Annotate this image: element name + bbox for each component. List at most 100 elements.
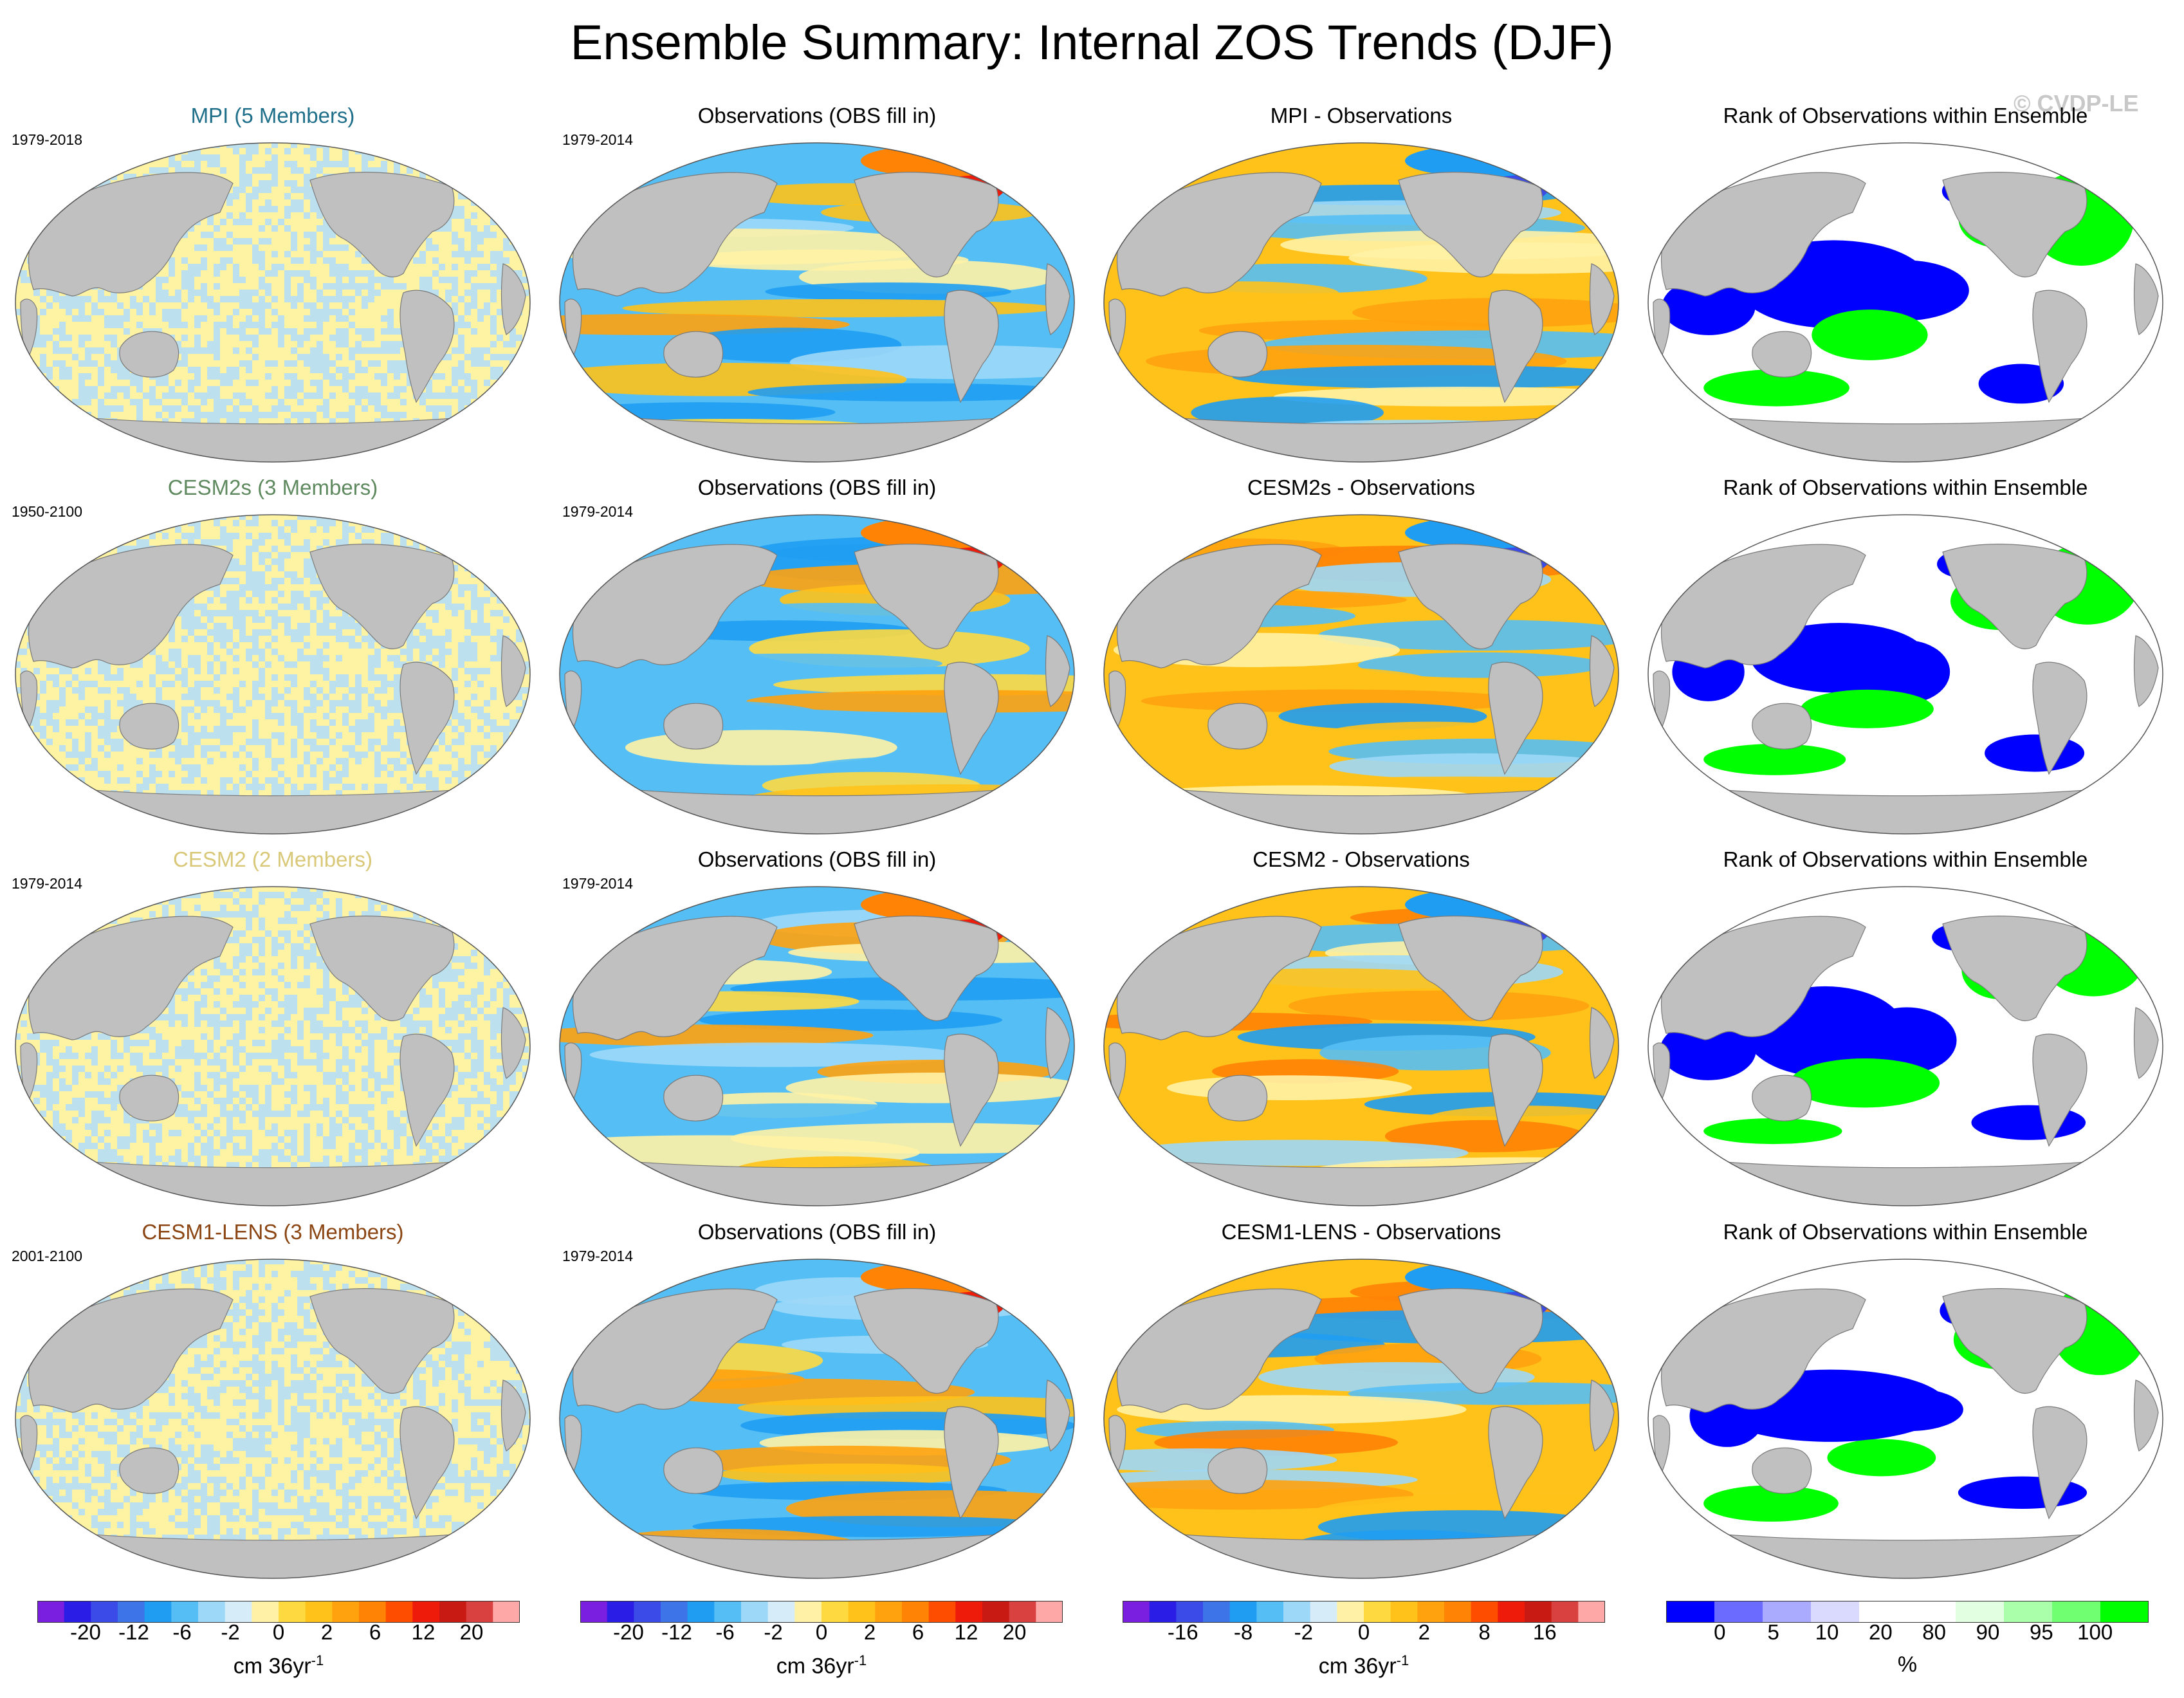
colorbar-swatch: [1444, 1601, 1472, 1623]
colorbar-swatch: [1337, 1601, 1364, 1623]
colorbar-swatch: [821, 1601, 849, 1623]
rank-panel: Rank of Observations within Ensemble: [1633, 847, 2178, 1220]
observations-panel-title: Observations (OBS fill in): [697, 847, 937, 871]
colorbar-swatch: [1123, 1601, 1150, 1623]
model-panel: CESM1-LENS (3 Members) 2001-2100: [0, 1219, 546, 1592]
difference-panel-title: CESM1-LENS - Observations: [1221, 1220, 1501, 1244]
colorbar-swatch: [171, 1601, 199, 1623]
colorbar-swatch: [1229, 1601, 1257, 1623]
model-panel: CESM2 (2 Members) 1979-2014: [0, 847, 546, 1220]
colorbar-swatch: [634, 1601, 661, 1623]
colorbar-tick-label: 2: [863, 1620, 876, 1644]
colorbar-swatch: [305, 1601, 333, 1623]
rank-panel-title: Rank of Observations within Ensemble: [1723, 1220, 2088, 1244]
colorbar-swatch: [1203, 1601, 1231, 1623]
colorbar-tick-label: -20: [70, 1620, 101, 1644]
model-panel-title: CESM1-LENS (3 Members): [142, 1220, 404, 1244]
colorbar-tick-label: -12: [661, 1620, 692, 1644]
difference-panel: CESM2 - Observations: [1088, 847, 1634, 1220]
colorbar-swatch: [64, 1601, 91, 1623]
difference-map: [1103, 142, 1619, 463]
colorbar-swatch: [493, 1601, 520, 1623]
colorbar-tick-label: 12: [954, 1620, 978, 1644]
colorbar-tick-label: 2: [1418, 1620, 1430, 1644]
rank-panel-title: Rank of Observations within Ensemble: [1723, 104, 2088, 127]
colorbar-tick-label: 20: [1868, 1620, 1893, 1644]
colorbar-swatch: [955, 1601, 983, 1623]
observations-map: [559, 514, 1075, 835]
observations-panel: Observations (OBS fill in) 1979-2014: [544, 475, 1090, 848]
colorbar-swatch: [661, 1601, 688, 1623]
colorbar-swatch: [875, 1601, 903, 1623]
colorbar-swatch: [687, 1601, 715, 1623]
colorbar-tick-label: -2: [221, 1620, 240, 1644]
colorbar-tick-label: 2: [320, 1620, 333, 1644]
colorbar-swatch: [1417, 1601, 1445, 1623]
colorbar-swatch: [1471, 1601, 1498, 1623]
difference-map: [1103, 514, 1619, 835]
colorbar-tick-label: 0: [272, 1620, 285, 1644]
colorbar-tick-label: 0: [1714, 1620, 1726, 1644]
colorbar-swatches: [580, 1601, 1063, 1623]
colorbar-swatch: [198, 1601, 226, 1623]
colorbar-tick-label: 80: [1922, 1620, 1947, 1644]
colorbar-tick-label: 20: [459, 1620, 484, 1644]
colorbar-units-label: cm 36yr-1: [1123, 1652, 1605, 1679]
difference-panel: MPI - Observations: [1088, 103, 1634, 476]
observations-panel: Observations (OBS fill in) 1979-2014: [544, 847, 1090, 1220]
colorbar-swatch: [1498, 1601, 1525, 1623]
colorbar-tick-label: -6: [715, 1620, 735, 1644]
colorbar-swatch: [37, 1601, 65, 1623]
difference-map: [1103, 886, 1619, 1206]
colorbar-swatch: [1956, 1601, 2005, 1623]
model-map: [15, 886, 531, 1206]
colorbar-units-label: cm 36yr-1: [37, 1652, 520, 1679]
colorbar-units-text: cm 36yr: [776, 1654, 854, 1679]
colorbar: -16 -8 -2 0 2 8 16 cm 36yr-1: [1123, 1601, 1605, 1691]
colorbar-tick-label: -2: [1294, 1620, 1313, 1644]
colorbar-swatch: [1578, 1601, 1605, 1623]
colorbar-tick-label: 100: [2077, 1620, 2113, 1644]
colorbar-swatch: [439, 1601, 467, 1623]
colorbar-swatch: [741, 1601, 769, 1623]
observations-map: [559, 886, 1075, 1206]
colorbar-swatch: [1525, 1601, 1552, 1623]
colorbar-tick-label: 6: [912, 1620, 924, 1644]
difference-panel-title: CESM2 - Observations: [1253, 847, 1470, 871]
colorbar-tick-label: 90: [1976, 1620, 2000, 1644]
colorbar-swatch: [1811, 1601, 1860, 1623]
observations-panel: Observations (OBS fill in) 1979-2014: [544, 103, 1090, 476]
colorbar-tick-label: -8: [1233, 1620, 1253, 1644]
colorbar-swatch: [279, 1601, 306, 1623]
colorbar-units-text: %: [1897, 1652, 1918, 1677]
colorbar-swatch: [1666, 1601, 1715, 1623]
colorbar-tick-label: -2: [764, 1620, 783, 1644]
colorbar-swatch: [412, 1601, 440, 1623]
observations-map: [559, 1259, 1075, 1579]
difference-panel-title: MPI - Observations: [1270, 104, 1453, 127]
colorbar-units-label: cm 36yr-1: [580, 1652, 1063, 1679]
observations-panel-title: Observations (OBS fill in): [697, 475, 937, 499]
observations-panel: Observations (OBS fill in) 1979-2014: [544, 1219, 1090, 1592]
colorbar-swatch: [2004, 1601, 2053, 1623]
colorbar-tick-label: 95: [2029, 1620, 2053, 1644]
colorbar-swatch: [359, 1601, 387, 1623]
difference-panel-title: CESM2s - Observations: [1247, 475, 1475, 499]
observations-panel-title: Observations (OBS fill in): [697, 104, 937, 127]
colorbar: 0 5 10 20 80 90 95 100%: [1666, 1601, 2149, 1691]
colorbar-tick-label: -6: [172, 1620, 192, 1644]
colorbar-swatch: [1149, 1601, 1177, 1623]
rank-panel: Rank of Observations within Ensemble: [1633, 1219, 2178, 1592]
colorbar-tick-label: -12: [118, 1620, 149, 1644]
colorbar-swatch: [794, 1601, 822, 1623]
colorbar-tick-label: 8: [1478, 1620, 1491, 1644]
model-map: [15, 1259, 531, 1579]
colorbar-swatch: [1551, 1601, 1579, 1623]
colorbar-swatch: [580, 1601, 608, 1623]
observations-panel-title: Observations (OBS fill in): [697, 1220, 937, 1244]
difference-map: [1103, 1259, 1619, 1579]
colorbar-swatch: [144, 1601, 172, 1623]
rank-panel: Rank of Observations within Ensemble: [1633, 475, 2178, 848]
colorbar-swatch: [466, 1601, 493, 1623]
colorbar-swatch: [767, 1601, 795, 1623]
